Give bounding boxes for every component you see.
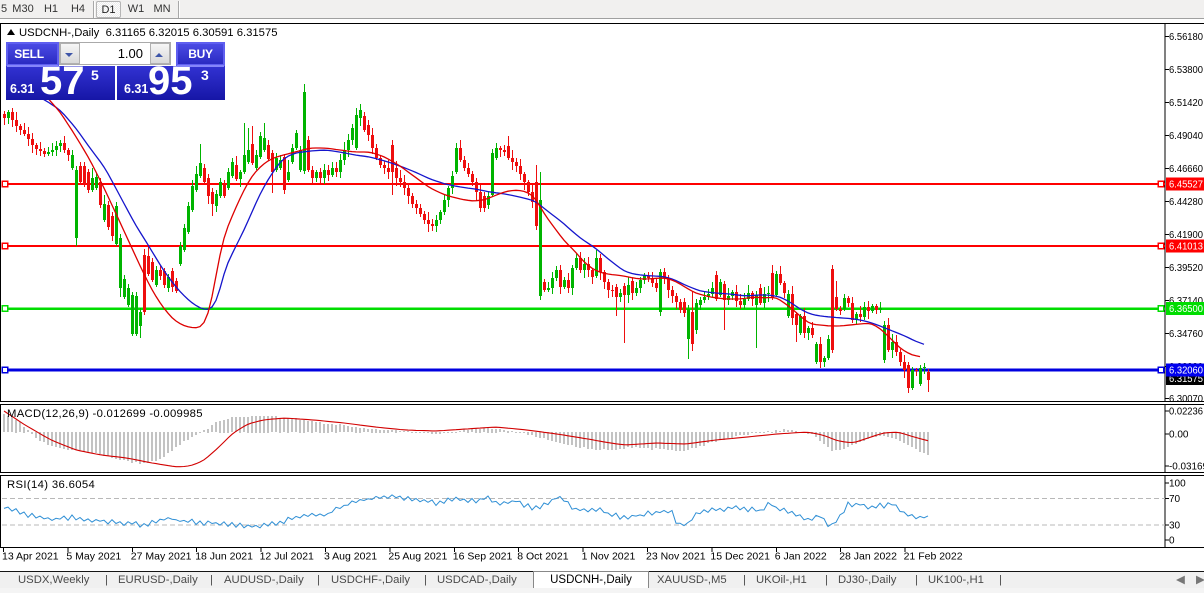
svg-text:0: 0 — [1169, 536, 1175, 547]
svg-text:6.37140: 6.37140 — [1169, 296, 1203, 307]
svg-text:6.44280: 6.44280 — [1169, 197, 1203, 208]
svg-text:0.00: 0.00 — [1169, 430, 1189, 441]
svg-text:6.36500: 6.36500 — [1169, 304, 1203, 315]
svg-text:6.41900: 6.41900 — [1169, 230, 1203, 241]
svg-text:6.51420: 6.51420 — [1169, 98, 1203, 109]
svg-text:8 Oct 2021: 8 Oct 2021 — [517, 551, 569, 563]
svg-text:13 Apr 2021: 13 Apr 2021 — [2, 551, 59, 563]
svg-text:6.31575: 6.31575 — [1169, 374, 1203, 385]
svg-text:70: 70 — [1169, 494, 1181, 505]
svg-text:1 Nov 2021: 1 Nov 2021 — [582, 551, 636, 563]
svg-text:6.30070: 6.30070 — [1169, 394, 1203, 405]
svg-text:27 May 2021: 27 May 2021 — [131, 551, 192, 563]
svg-text:6.49040: 6.49040 — [1169, 131, 1203, 142]
svg-text:3 Aug 2021: 3 Aug 2021 — [324, 551, 377, 563]
svg-text:18 Jun 2021: 18 Jun 2021 — [195, 551, 253, 563]
svg-text:6.32060: 6.32060 — [1169, 366, 1203, 377]
svg-text:6.56180: 6.56180 — [1169, 32, 1203, 43]
svg-text:MACD(12,26,9) -0.012699 -0.009: MACD(12,26,9) -0.012699 -0.009985 — [7, 408, 203, 420]
svg-text:6 Jan 2022: 6 Jan 2022 — [775, 551, 827, 563]
svg-text:RSI(14) 36.6054: RSI(14) 36.6054 — [7, 479, 95, 491]
svg-text:21 Feb 2022: 21 Feb 2022 — [904, 551, 963, 563]
svg-text:0.02236: 0.02236 — [1169, 407, 1203, 418]
svg-text:5 May 2021: 5 May 2021 — [66, 551, 121, 563]
svg-text:23 Nov 2021: 23 Nov 2021 — [646, 551, 706, 563]
svg-text:6.41013: 6.41013 — [1169, 242, 1203, 253]
svg-text:6.39520: 6.39520 — [1169, 263, 1203, 274]
svg-text:30: 30 — [1169, 521, 1181, 532]
svg-text:-0.03169: -0.03169 — [1169, 462, 1204, 473]
svg-text:6.53800: 6.53800 — [1169, 65, 1203, 76]
svg-text:12 Jul 2021: 12 Jul 2021 — [260, 551, 314, 563]
svg-text:6.45527: 6.45527 — [1169, 180, 1203, 191]
svg-text:100: 100 — [1169, 479, 1186, 490]
svg-text:6.46660: 6.46660 — [1169, 164, 1203, 175]
svg-text:25 Aug 2021: 25 Aug 2021 — [388, 551, 447, 563]
svg-text:28 Jan 2022: 28 Jan 2022 — [839, 551, 897, 563]
svg-text:15 Dec 2021: 15 Dec 2021 — [710, 551, 770, 563]
svg-text:16 Sep 2021: 16 Sep 2021 — [453, 551, 513, 563]
svg-text:6.34760: 6.34760 — [1169, 329, 1203, 340]
